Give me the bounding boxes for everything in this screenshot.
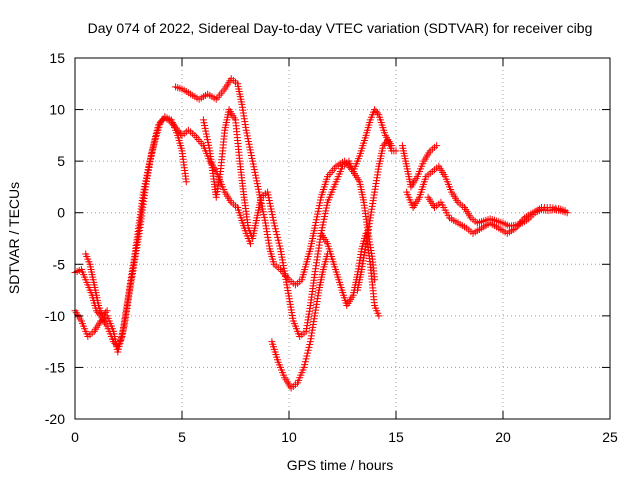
data-point: [302, 355, 310, 363]
series-track-8: [353, 137, 400, 294]
data-point: [381, 140, 389, 148]
chart-title: Day 074 of 2022, Sidereal Day-to-day VTE…: [88, 20, 593, 36]
data-point: [151, 135, 159, 143]
x-tick-label: 10: [281, 429, 297, 445]
data-point: [99, 312, 107, 320]
data-point: [152, 133, 160, 141]
data-point: [433, 142, 441, 150]
data-point: [148, 147, 156, 155]
x-tick-label: 20: [495, 429, 511, 445]
data-point: [273, 230, 281, 238]
data-point: [300, 363, 308, 371]
y-tick-label: -10: [45, 308, 65, 324]
series-track-11: [424, 193, 569, 237]
x-tick-label: 15: [388, 429, 404, 445]
grid-lines: [75, 58, 610, 419]
series-track-2: [71, 113, 190, 356]
data-point: [304, 346, 312, 354]
data-point: [306, 341, 314, 349]
data-point: [103, 307, 111, 315]
axis-ticks: 0 5 10 15 20 25 -20 -15 -10 -5 0 5 10 15: [45, 50, 618, 445]
data-point: [275, 239, 283, 247]
data-point: [117, 336, 125, 344]
plot-frame: [74, 57, 611, 420]
x-tick-label: 5: [178, 429, 186, 445]
data-point: [371, 106, 379, 114]
data-point: [154, 124, 162, 132]
data-point: [149, 141, 157, 149]
data-point: [94, 308, 102, 316]
series-track-1: [71, 114, 254, 351]
data-point: [117, 334, 125, 342]
y-axis-label: SDTVAR / TECUs: [6, 182, 22, 294]
series-track-5: [199, 106, 396, 340]
series-track-9: [398, 142, 441, 191]
y-tick-label: -15: [45, 359, 65, 375]
data-point: [305, 343, 313, 351]
x-tick-label: 0: [71, 429, 79, 445]
data-point: [372, 107, 380, 115]
data-point: [274, 233, 282, 241]
data-point: [153, 127, 161, 135]
data-point: [373, 109, 381, 117]
data-point: [274, 236, 282, 244]
y-tick-label: 5: [57, 153, 65, 169]
data-point: [119, 328, 127, 336]
data-point: [114, 348, 122, 356]
data-point: [392, 147, 400, 155]
data-point: [272, 228, 280, 236]
data-point: [271, 225, 279, 233]
data-point: [152, 130, 160, 138]
y-tick-label: 0: [57, 205, 65, 221]
y-tick-label: -5: [53, 256, 66, 272]
data-point: [116, 339, 124, 347]
data-point: [304, 349, 312, 357]
series-track-6: [268, 250, 332, 392]
data-point: [120, 325, 128, 333]
data-point: [118, 331, 126, 339]
data-point: [375, 312, 383, 320]
data-point: [303, 352, 311, 360]
data-point: [379, 142, 387, 150]
data-point: [100, 310, 108, 318]
data-point: [149, 144, 157, 152]
series-track-4: [172, 75, 379, 289]
series-track-7: [317, 229, 383, 320]
data-point: [271, 222, 279, 230]
y-tick-label: -20: [45, 411, 65, 427]
x-axis-label: GPS time / hours: [287, 457, 394, 473]
data-point: [270, 219, 278, 227]
data-point: [276, 242, 284, 250]
data-point: [182, 178, 190, 186]
data-point: [561, 207, 569, 215]
data-point: [102, 308, 110, 316]
data-point: [301, 358, 309, 366]
data-marks: [71, 75, 571, 392]
data-point: [115, 342, 123, 350]
data-point: [150, 138, 158, 146]
data-point: [301, 361, 309, 369]
x-tick-label: 25: [602, 429, 618, 445]
series-track-3: [82, 250, 111, 320]
y-tick-label: 15: [49, 50, 65, 66]
data-point: [115, 345, 123, 353]
y-tick-label: 10: [49, 102, 65, 118]
data-point: [246, 240, 254, 248]
